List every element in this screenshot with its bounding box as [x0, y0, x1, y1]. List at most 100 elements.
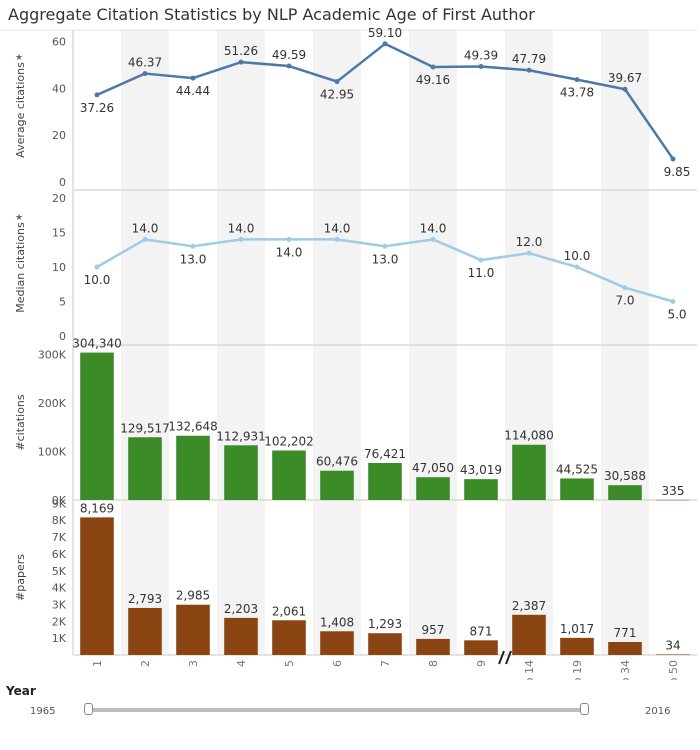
bar: [224, 617, 258, 655]
y-tick-label: 4K: [52, 582, 67, 595]
y-tick-label: 40: [52, 82, 66, 95]
data-label: 7.0: [615, 294, 634, 308]
data-label: 2,985: [176, 589, 210, 603]
data-label: 46.37: [128, 56, 162, 70]
bar: [560, 478, 594, 500]
x-tick-label: 10 to 14: [523, 660, 536, 680]
data-label: 43,019: [460, 463, 502, 477]
bar: [320, 631, 354, 655]
data-point: [382, 243, 388, 249]
bar: [416, 477, 450, 500]
data-label: 14.0: [276, 245, 303, 259]
series-line: [96, 42, 675, 160]
bar: [224, 445, 258, 500]
bar: [128, 607, 162, 655]
y-tick-label: 200K: [38, 397, 67, 410]
data-label: 51.26: [224, 44, 258, 58]
bar: [656, 499, 690, 501]
y-axis-title: #citations: [14, 394, 27, 450]
bar: [464, 479, 498, 500]
y-tick-label: 20: [52, 129, 66, 142]
data-point: [142, 71, 148, 77]
data-point: [94, 92, 100, 98]
x-tick-label: 8: [427, 660, 440, 667]
y-tick-label: 0: [59, 330, 66, 343]
column-band: [121, 30, 169, 655]
data-label: 34: [665, 638, 680, 652]
data-label: 132,648: [168, 420, 218, 434]
data-label: 30,588: [604, 469, 646, 483]
year-filter-label: Year: [6, 684, 36, 698]
data-label: 44.44: [176, 84, 210, 98]
data-label: 8,169: [80, 501, 114, 515]
data-label: 129,517: [120, 421, 170, 435]
data-point: [622, 86, 628, 92]
data-label: 112,931: [216, 429, 266, 443]
bar: [416, 638, 450, 655]
data-label: 43.78: [560, 86, 594, 100]
bar: [512, 614, 546, 655]
data-point: [382, 41, 388, 47]
data-label: 49.39: [464, 49, 498, 63]
y-axis-title: #papers: [14, 554, 27, 601]
y-tick-label: 0: [59, 176, 66, 189]
column-band: [409, 30, 457, 655]
data-point: [622, 285, 628, 291]
bar: [368, 633, 402, 655]
y-tick-label: 300K: [38, 349, 67, 362]
slider-handle-start[interactable]: [84, 703, 93, 715]
data-point: [94, 264, 100, 270]
y-tick-label: 0K: [52, 494, 67, 507]
data-label: 771: [614, 626, 637, 640]
data-label: 60,476: [316, 455, 358, 469]
data-point: [526, 250, 532, 256]
data-point: [526, 67, 532, 73]
pin-icon: ★: [15, 213, 23, 223]
data-point: [286, 236, 292, 242]
y-tick-label: 5K: [52, 565, 67, 578]
data-label: 2,793: [128, 592, 162, 606]
year-filter-start: 1965: [30, 706, 56, 717]
x-tick-label: 1: [91, 660, 104, 667]
data-label: 2,203: [224, 602, 258, 616]
data-label: 114,080: [504, 429, 554, 443]
y-tick-label: 100K: [38, 446, 67, 459]
data-point: [670, 299, 676, 304]
year-filter-end: 2016: [645, 706, 671, 717]
data-label: 42.95: [320, 88, 354, 102]
data-point: [190, 243, 196, 249]
x-tick-label: 4: [235, 660, 248, 667]
data-label: 59.10: [368, 26, 402, 40]
column-band: [313, 30, 361, 655]
y-tick-label: 3K: [52, 598, 67, 611]
data-label: 871: [470, 624, 493, 638]
y-tick-label: 10: [52, 261, 66, 274]
data-label: 11.0: [468, 266, 495, 280]
y-axis-title: Median citations: [14, 222, 27, 313]
y-tick-label: 7K: [52, 531, 67, 544]
slider-handle-end[interactable]: [580, 703, 589, 715]
y-tick-label: 8K: [52, 514, 67, 527]
data-point: [670, 156, 676, 162]
data-label: 9.85: [664, 165, 691, 179]
y-tick-label: 60: [52, 36, 66, 49]
data-label: 13.0: [372, 252, 399, 266]
data-label: 39.67: [608, 71, 642, 85]
data-point: [334, 236, 340, 242]
year-range-slider[interactable]: [88, 708, 588, 712]
x-tick-label: 7: [379, 660, 392, 667]
pin-icon: ★: [15, 53, 23, 63]
data-point: [190, 75, 196, 81]
bar: [608, 642, 642, 655]
bar: [80, 517, 114, 655]
data-point: [430, 64, 436, 70]
bar: [272, 620, 306, 655]
bar: [512, 444, 546, 500]
data-point: [574, 264, 580, 270]
bar: [128, 437, 162, 500]
x-tick-label: 9: [475, 660, 488, 667]
x-tick-label: 20 to 34: [619, 660, 632, 680]
x-tick-label: 5: [283, 660, 296, 667]
data-label: 49.59: [272, 48, 306, 62]
bar: [464, 640, 498, 655]
